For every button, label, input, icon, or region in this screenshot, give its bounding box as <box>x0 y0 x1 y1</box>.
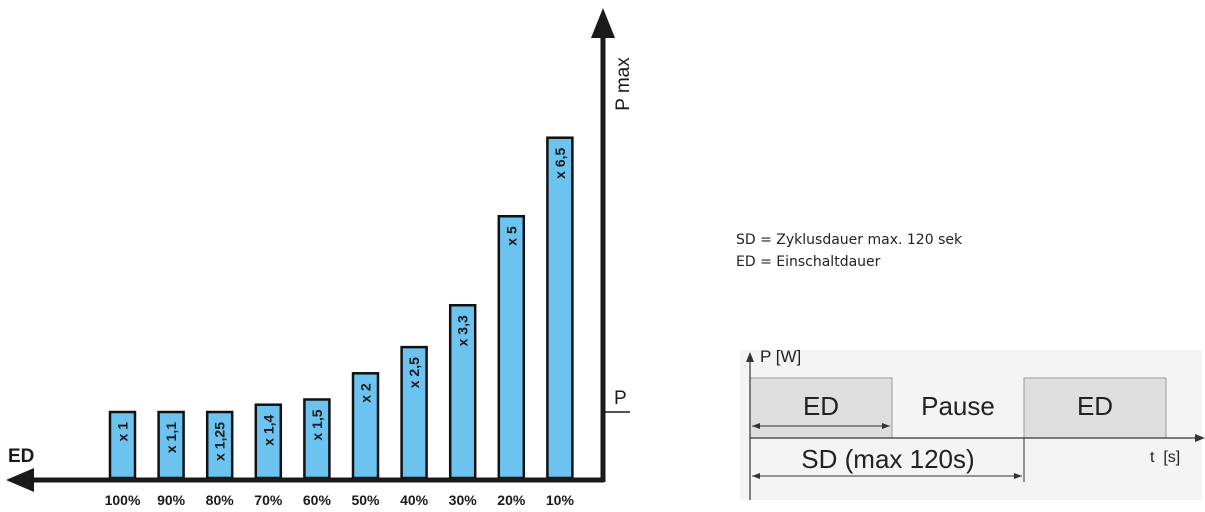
x-axis-label: ED <box>8 446 34 467</box>
bar-value-label: x 3,3 <box>455 315 471 346</box>
x-axis-arrow <box>6 468 34 492</box>
bar-value-label: x 2 <box>358 383 374 403</box>
note-ed: ED = Einschaltdauer <box>736 254 881 270</box>
bar-value-label: x 1,5 <box>309 409 325 440</box>
segment-ed-2: ED <box>1077 391 1113 421</box>
bar-20pct <box>497 214 526 480</box>
bar-value-label: x 1,1 <box>163 422 179 453</box>
bar-value-label: x 1,25 <box>212 422 228 461</box>
bar-60pct <box>303 398 331 480</box>
timing-x-arrow <box>1195 434 1205 442</box>
timing-y-label: P [W] <box>760 347 801 366</box>
bar-40pct <box>400 345 428 480</box>
timing-y-arrow <box>746 352 754 362</box>
reference-label: P <box>614 388 627 409</box>
note-sd: SD = Zyklusdauer max. 120 sek <box>736 232 963 248</box>
x-tick-label: 50% <box>351 492 380 508</box>
x-tick-label: 60% <box>303 492 332 508</box>
bars: x 1 100% x 1,1 90% x 1,25 80% x 1,4 70% x 1,5 60%… <box>105 136 575 508</box>
y-axis-arrow <box>591 8 615 38</box>
x-tick-label: 70% <box>254 492 283 508</box>
sd-span-arrow-left <box>752 473 760 479</box>
x-tick-label: 80% <box>206 492 235 508</box>
x-tick-label: 30% <box>449 492 478 508</box>
ed-block-2 <box>1023 377 1167 439</box>
segment-pause: Pause <box>921 391 995 421</box>
duty-cycle-chart: x 1 100% x 1,1 90% x 1,25 80% x 1,4 70% x 1,5 60%… <box>6 8 634 508</box>
bar-100pct <box>108 410 137 480</box>
bar-value-label: x 2,5 <box>406 357 422 388</box>
ed-span-arrow-right <box>882 423 890 429</box>
x-tick-label: 100% <box>105 492 141 508</box>
ed-block-1 <box>749 377 893 439</box>
x-tick-label: 10% <box>546 492 575 508</box>
bar-value-label: x 1,4 <box>260 414 276 445</box>
cycle-label: SD (max 120s) <box>801 444 974 474</box>
bar-value-label: x 1 <box>115 422 131 442</box>
x-tick-label: 40% <box>400 492 429 508</box>
bar-value-label: x 6,5 <box>552 147 568 178</box>
x-tick-label: 90% <box>157 492 186 508</box>
timing-x-label: t [s] <box>1150 449 1180 466</box>
y-axis-label: P max <box>613 57 634 111</box>
timing-background <box>740 350 1202 500</box>
segment-ed-1: ED <box>803 391 839 421</box>
bar-value-label: x 5 <box>503 226 519 246</box>
sd-span-arrow-right <box>1014 473 1022 479</box>
ed-span-arrow-left <box>752 423 760 429</box>
x-tick-label: 20% <box>497 492 526 508</box>
bar-10pct <box>546 136 574 480</box>
